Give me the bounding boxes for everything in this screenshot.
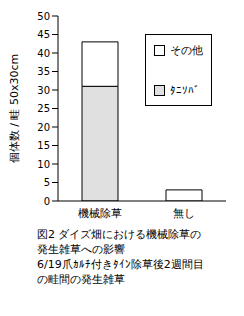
svg-text:10: 10 bbox=[37, 159, 50, 170]
svg-text:15: 15 bbox=[37, 140, 50, 151]
svg-text:個体数 / 畦 50x30cm: 個体数 / 畦 50x30cm bbox=[8, 54, 21, 163]
html-text:図2 ダイズ畑における機械除草の発生雑草への影響: 図2 ダイズ畑における機械除草の発生雑草への影響 bbox=[37, 228, 202, 256]
html-text:ﾀﾆｿﾊﾞ: ﾀﾆｿﾊﾞ bbox=[170, 84, 200, 97]
svg-text:機械除草: 機械除草 bbox=[78, 207, 122, 220]
svg-text:0: 0 bbox=[44, 196, 50, 207]
svg-text:30: 30 bbox=[37, 85, 50, 96]
svg-text:20: 20 bbox=[37, 122, 50, 133]
svg-text:50: 50 bbox=[37, 11, 50, 22]
svg-text:無し: 無し bbox=[173, 207, 195, 220]
svg-text:40: 40 bbox=[37, 48, 50, 59]
svg-text:5: 5 bbox=[44, 177, 50, 188]
svg-text:35: 35 bbox=[37, 66, 50, 77]
html-text:その他: その他 bbox=[170, 44, 203, 57]
svg-text:25: 25 bbox=[37, 103, 50, 114]
html-text:6/19爪ｶﾙﾁ付きﾀｲﾝ除草後2週間目の畦間の発生雑草: 6/19爪ｶﾙﾁ付きﾀｲﾝ除草後2週間目の畦間の発生雑草 bbox=[37, 258, 204, 286]
svg-text:45: 45 bbox=[37, 29, 50, 40]
